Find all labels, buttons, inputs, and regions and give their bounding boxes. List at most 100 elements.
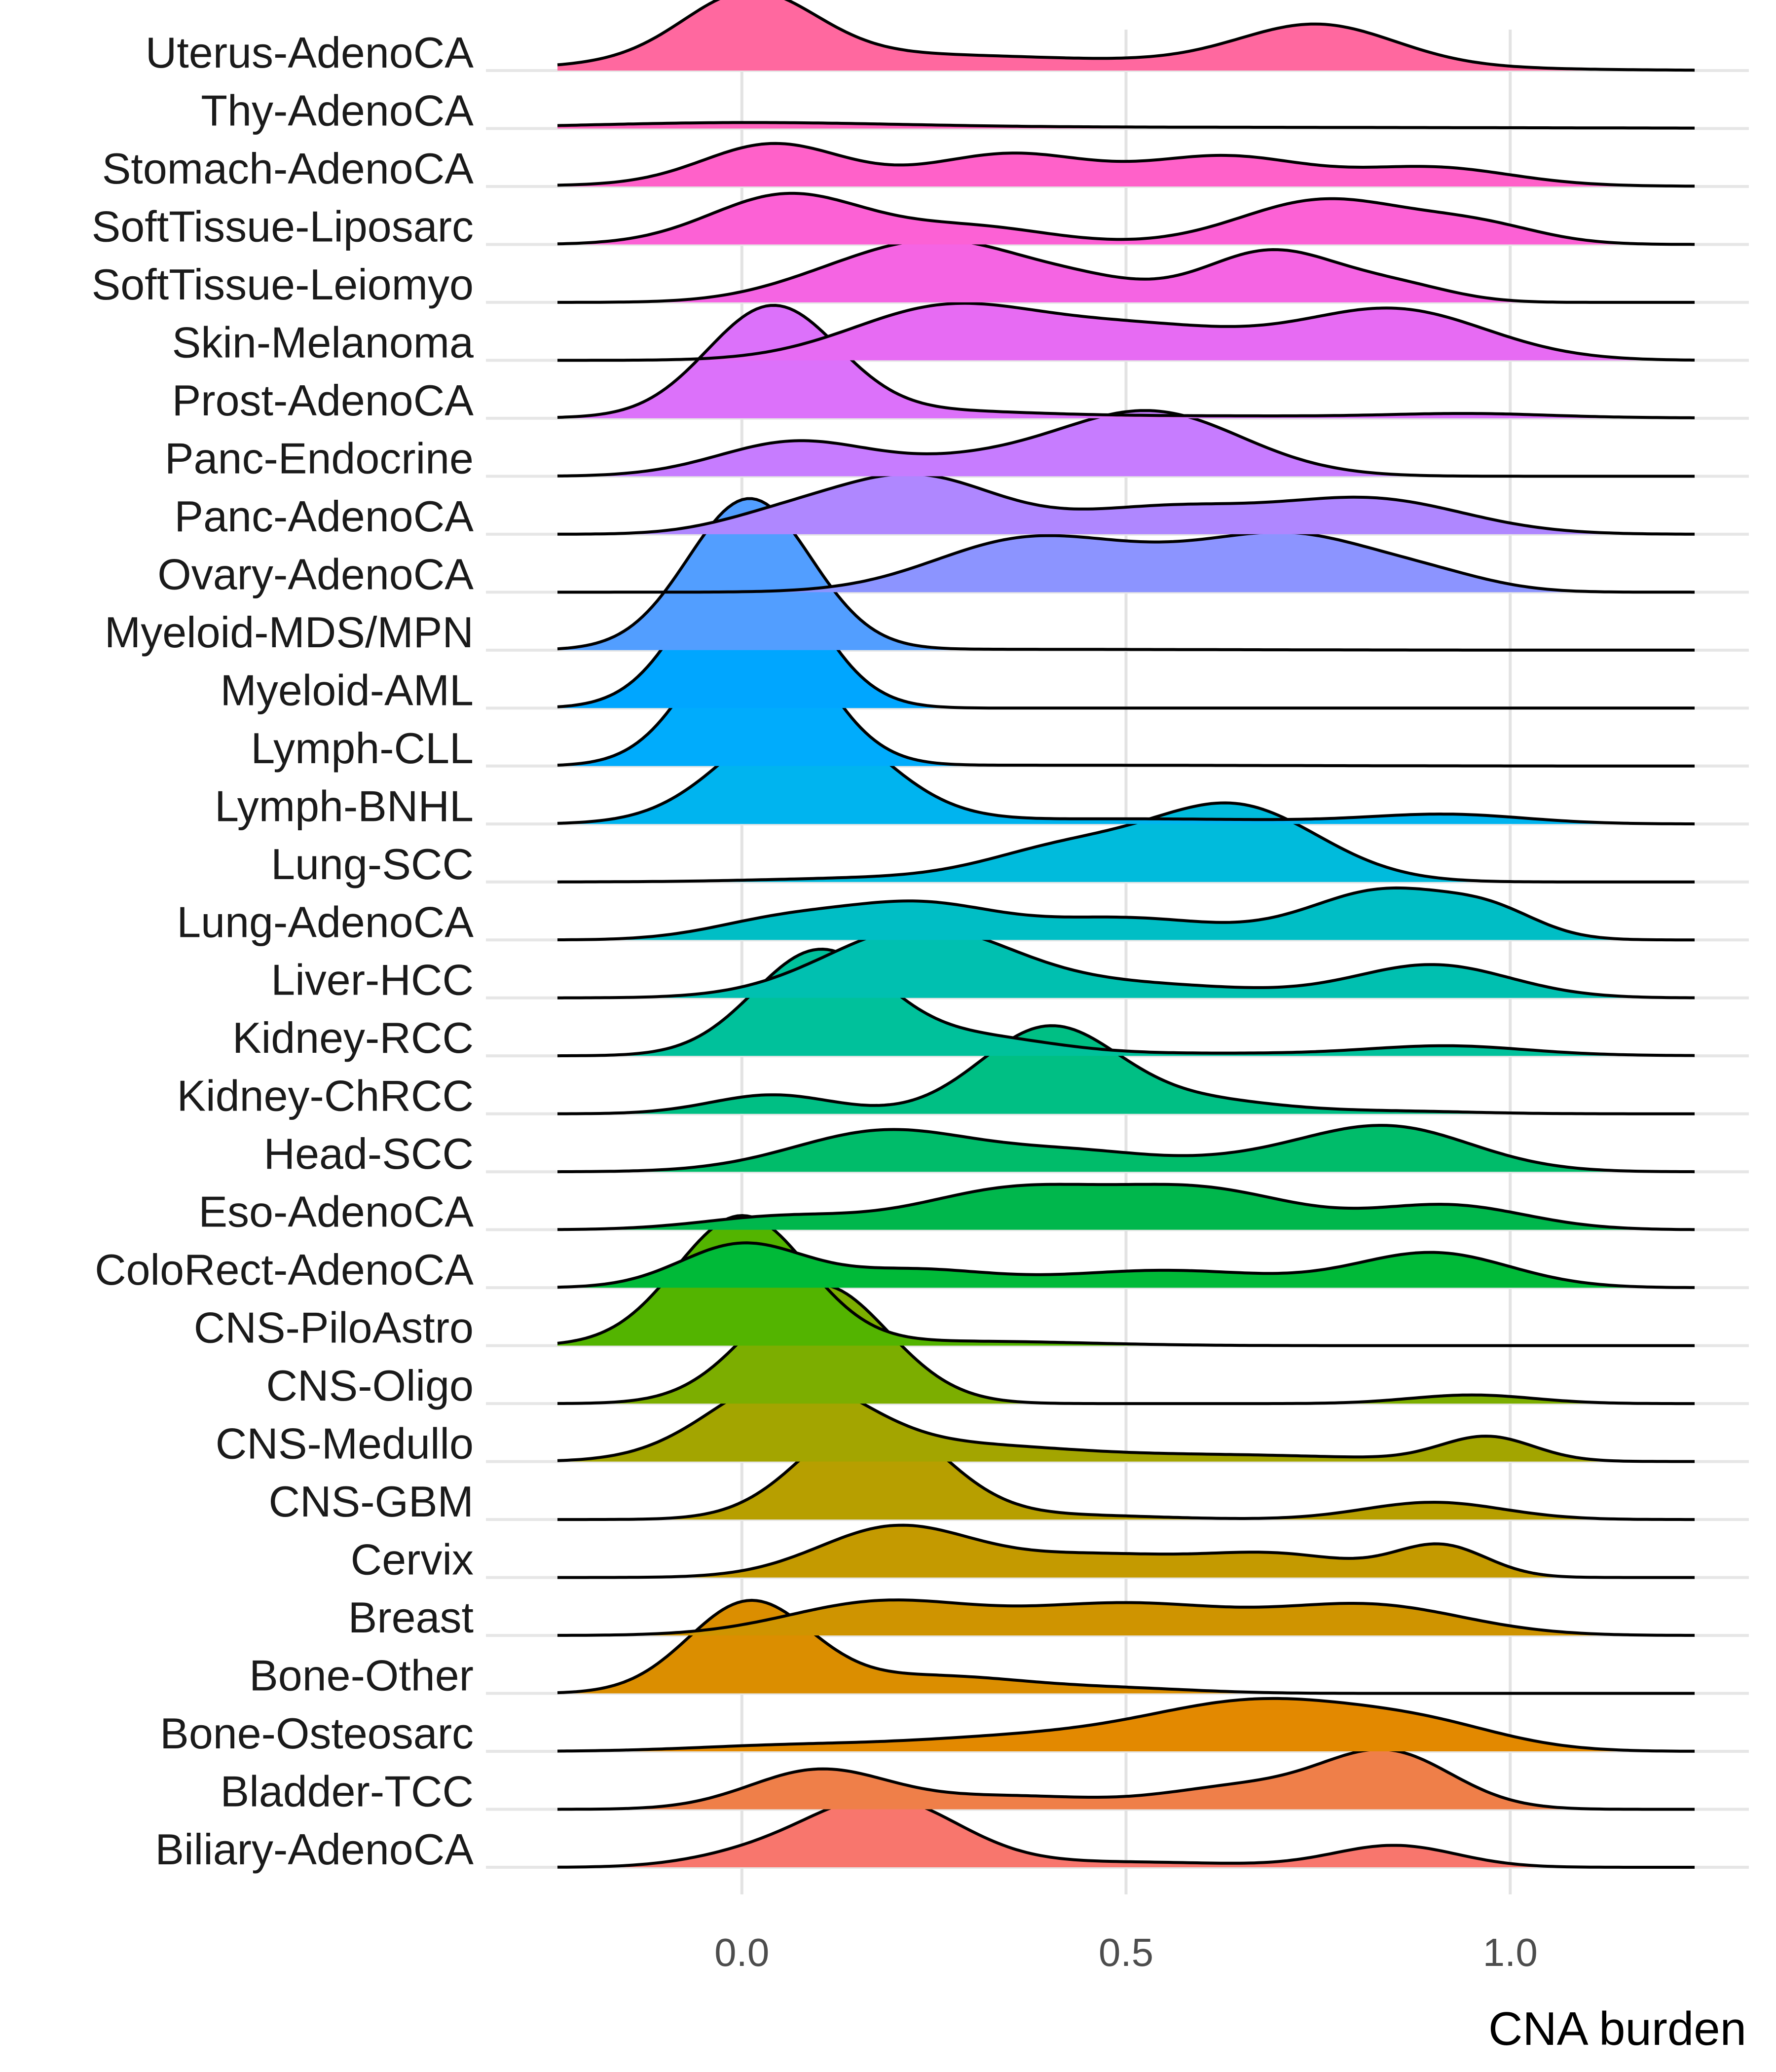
ridge-area bbox=[605, 474, 1647, 534]
row-label: CNS-PiloAstro bbox=[194, 1303, 474, 1352]
row-label: Panc-Endocrine bbox=[165, 434, 474, 482]
ridge-outline bbox=[557, 530, 1695, 594]
ridge-outline bbox=[557, 0, 1695, 72]
x-axis-title: CNA burden bbox=[1488, 2002, 1746, 2055]
ridge-area bbox=[557, 193, 1652, 245]
ridge-thy-adenoca bbox=[557, 121, 1695, 130]
ridge-outline bbox=[557, 948, 1695, 1058]
row-label: Bladder-TCC bbox=[221, 1767, 474, 1816]
ridge-outline bbox=[557, 801, 1695, 884]
ridge-liver-hcc bbox=[557, 925, 1695, 999]
row-label: SoftTissue-Liposarc bbox=[92, 202, 474, 251]
row-label: Biliary-AdenoCA bbox=[155, 1825, 474, 1874]
ridge-outline bbox=[557, 238, 1695, 304]
ridge-area bbox=[586, 1797, 1572, 1867]
ridge-panc-adenoca bbox=[557, 472, 1695, 536]
ridge-area bbox=[567, 1698, 1657, 1751]
ridge-area bbox=[652, 303, 1685, 361]
ridge-area bbox=[557, 0, 1695, 71]
ridge-outline bbox=[557, 1598, 1695, 1695]
ridge-area bbox=[609, 1749, 1595, 1810]
row-label: Stomach-AdenoCA bbox=[102, 144, 474, 193]
ridge-outline bbox=[557, 142, 1695, 188]
ridge-breast bbox=[557, 1598, 1695, 1637]
row-label: Cervix bbox=[351, 1535, 474, 1584]
ridge-outline bbox=[557, 925, 1695, 999]
ridge-head-scc bbox=[557, 1124, 1695, 1174]
ridge-area bbox=[624, 239, 1548, 302]
row-label: Kidney-RCC bbox=[232, 1013, 474, 1062]
ridge-uterus-adenoca bbox=[557, 0, 1695, 72]
ridge-outline bbox=[557, 497, 1695, 652]
row-label: Lung-AdenoCA bbox=[177, 897, 474, 946]
ridge-outline bbox=[557, 1183, 1695, 1231]
ridge-lung-adenoca bbox=[557, 886, 1695, 942]
ridge-biliary-adenoca bbox=[557, 1795, 1695, 1869]
ridge-outline bbox=[557, 301, 1695, 362]
ridge-area bbox=[657, 1525, 1576, 1578]
ridges bbox=[557, 0, 1695, 1869]
row-label: SoftTissue-Leiomyo bbox=[92, 260, 474, 309]
row-label: Liver-HCC bbox=[271, 956, 474, 1004]
ridge-outline bbox=[557, 886, 1695, 942]
row-label: Thy-AdenoCA bbox=[201, 86, 474, 135]
ridge-area bbox=[605, 1125, 1647, 1172]
ridge-ovary-adenoca bbox=[557, 530, 1695, 594]
row-label: Head-SCC bbox=[264, 1129, 474, 1178]
row-label: CNS-Medullo bbox=[216, 1419, 474, 1468]
ridge-outline bbox=[557, 121, 1695, 130]
ridge-outline bbox=[557, 1414, 1695, 1521]
ridge-area bbox=[600, 1026, 1548, 1114]
row-label: Lymph-CLL bbox=[251, 724, 474, 773]
row-label: Uterus-AdenoCA bbox=[146, 28, 474, 77]
row-label: ColoRect-AdenoCA bbox=[95, 1245, 474, 1294]
row-label: Panc-AdenoCA bbox=[174, 492, 474, 541]
ridge-area bbox=[557, 143, 1690, 186]
row-label: Skin-Melanoma bbox=[172, 318, 474, 367]
ridge-area bbox=[576, 1184, 1671, 1230]
ridge-area bbox=[557, 498, 1283, 650]
row-label: Kidney-ChRCC bbox=[177, 1072, 474, 1120]
ridge-area bbox=[567, 410, 1443, 477]
row-labels: Uterus-AdenoCA Thy-AdenoCA Stomach-AdenoCA… bbox=[92, 28, 474, 1874]
ridge-cervix bbox=[557, 1523, 1695, 1579]
ridge-outline bbox=[557, 304, 1695, 419]
ridge-skin-melanoma bbox=[557, 301, 1695, 362]
row-label: Ovary-AdenoCA bbox=[157, 550, 474, 598]
ridge-colorect-adenoca bbox=[557, 1241, 1695, 1289]
ridge-outline bbox=[557, 1241, 1695, 1289]
ridge-outline bbox=[557, 472, 1695, 536]
ridge-area bbox=[557, 305, 1695, 418]
ridge-area bbox=[595, 949, 1685, 1056]
ridge-softtissue-liposarc bbox=[557, 191, 1695, 246]
ridge-area bbox=[605, 1600, 1643, 1636]
row-label: Bone-Osteosarc bbox=[160, 1709, 474, 1758]
ridge-softtissue-leiomyo bbox=[557, 238, 1695, 304]
ridge-kidney-chrcc bbox=[557, 1024, 1695, 1115]
ridge-area bbox=[557, 1243, 1666, 1288]
x-axis-ticks: 0.0 0.5 1.0 bbox=[714, 1930, 1538, 1974]
row-label: Breast bbox=[348, 1593, 474, 1642]
ridge-outline bbox=[557, 1024, 1695, 1115]
ridge-outline bbox=[557, 1697, 1695, 1753]
ridge-outline bbox=[557, 191, 1695, 246]
row-label: CNS-Oligo bbox=[266, 1361, 474, 1410]
row-label: Myeloid-MDS/MPN bbox=[105, 608, 474, 657]
x-tick-label: 1.0 bbox=[1483, 1930, 1538, 1974]
ridge-outline bbox=[557, 409, 1695, 478]
ridge-outline bbox=[557, 1124, 1695, 1174]
x-tick-label: 0.0 bbox=[714, 1930, 769, 1974]
ridge-bone-osteosarc bbox=[557, 1697, 1695, 1753]
ridge-panc-endocrine bbox=[557, 409, 1695, 478]
ridge-bladder-tcc bbox=[557, 1747, 1695, 1811]
ridge-area bbox=[586, 888, 1638, 940]
row-label: Prost-AdenoCA bbox=[172, 376, 474, 425]
row-label: Lung-SCC bbox=[271, 840, 474, 888]
row-label: Lymph-BNHL bbox=[215, 781, 474, 830]
ridge-outline bbox=[557, 1795, 1695, 1869]
ridge-myeloid-mds-mpn bbox=[557, 497, 1695, 652]
ridge-eso-adenoca bbox=[557, 1183, 1695, 1231]
x-tick-label: 0.5 bbox=[1099, 1930, 1153, 1974]
row-label: Bone-Other bbox=[249, 1651, 474, 1700]
